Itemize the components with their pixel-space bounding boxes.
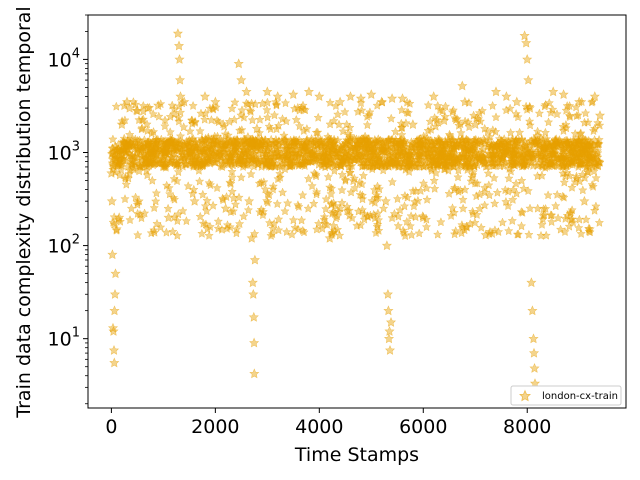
x-tick-label: 8000 [503,416,551,438]
y-axis: 101 102 103 104 [48,14,88,405]
y-tick-label: 104 [48,46,80,71]
y-axis-label: Train data complexity distribution tempo… [13,6,35,418]
x-tick-label: 4000 [295,416,343,438]
x-tick-label: 6000 [399,416,447,438]
y-tick-label: 102 [48,233,80,258]
legend-box [510,385,622,406]
x-axis: 0 2000 4000 6000 8000 [105,408,551,438]
y-tick-exponent: 1 [72,326,80,341]
y-tick-exponent: 4 [72,46,80,61]
y-tick-exponent: 3 [72,140,80,155]
x-tick-label: 0 [105,416,117,438]
legend: london-cx-train [510,385,622,406]
x-axis-label: Time Stamps [294,444,419,466]
y-tick-exponent: 2 [72,233,80,248]
x-tick-label: 2000 [191,416,239,438]
y-tick-label: 101 [48,326,80,351]
legend-label: london-cx-train [542,391,618,402]
plot-frame [87,14,627,409]
y-tick-label: 103 [48,140,80,165]
